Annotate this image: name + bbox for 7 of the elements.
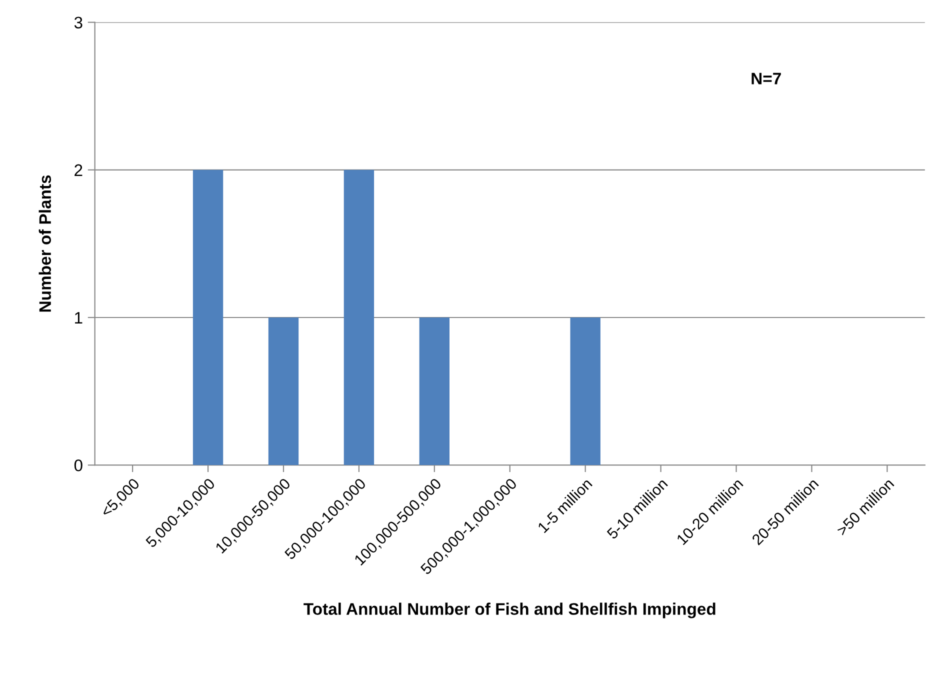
y-tick-label: 2 — [74, 164, 82, 176]
x-axis-title: Total Annual Number of Fish and Shellfish Impinged — [304, 602, 716, 618]
y-tick-label: 0 — [74, 459, 82, 472]
y-tick-label: 1 — [75, 312, 82, 324]
y-axis-title: Number of Plants — [38, 175, 52, 312]
y-tick-label: 3 — [74, 16, 82, 29]
annotation: N=7 — [752, 72, 781, 84]
